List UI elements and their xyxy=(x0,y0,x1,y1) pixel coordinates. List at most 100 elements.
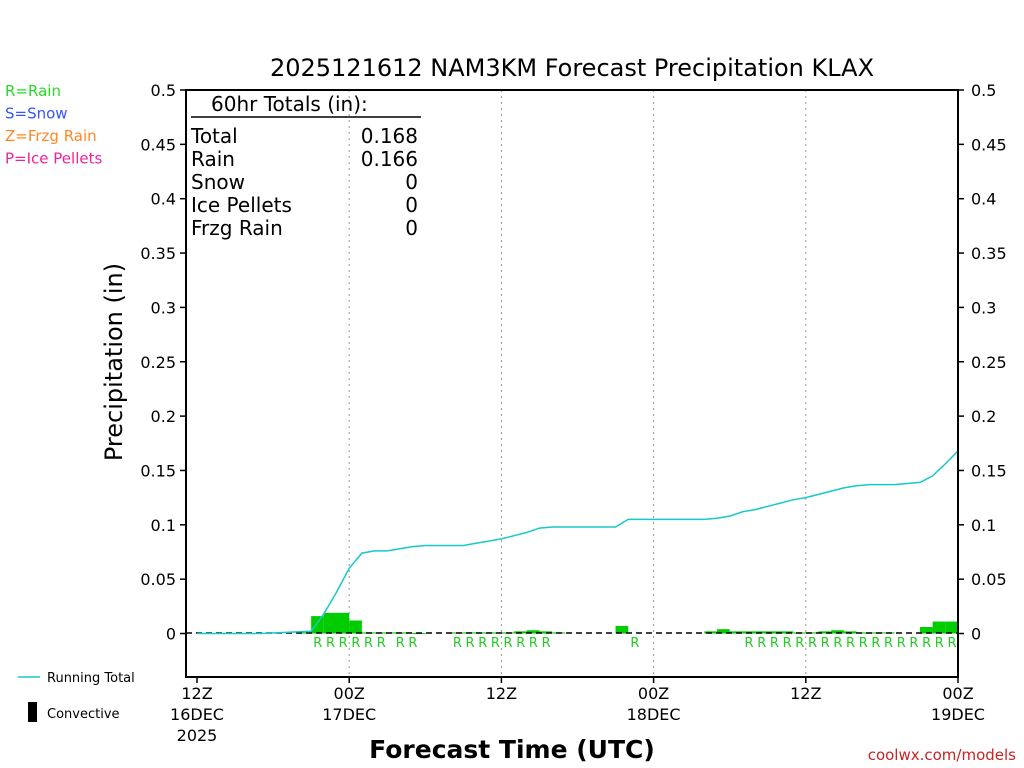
ptype-marker: R xyxy=(516,636,525,651)
ptype-marker: R xyxy=(795,636,804,651)
x-tick-label: 17DEC xyxy=(322,705,376,724)
precip-bar xyxy=(476,632,489,634)
x-axis: 12Z 16DEC 2025 00Z 17DEC 12Z 00Z 18DEC 12Z 00Z 19D… xyxy=(170,677,985,745)
ptype-marker: R xyxy=(529,636,538,651)
ptype-marker: R xyxy=(377,636,386,651)
ptype-marker: R xyxy=(846,636,855,651)
ptype-marker: R xyxy=(504,636,513,651)
ptype-marker: R xyxy=(922,636,931,651)
running-total-line xyxy=(197,450,959,635)
ptype-marker: R xyxy=(884,636,893,651)
ptype-marker: R xyxy=(630,636,639,651)
totals-row-label: Ice Pellets xyxy=(191,193,292,217)
y-tick-label-right: 0.4 xyxy=(971,190,996,209)
y-tick-label-left: 0.15 xyxy=(140,461,176,480)
convective-legend-label: Convective xyxy=(47,707,120,722)
precip-bar xyxy=(805,632,819,634)
totals-heading: 60hr Totals (in): xyxy=(211,92,368,116)
totals-box: 60hr Totals (in): Total 0.168 Rain 0.166 Sno… xyxy=(190,92,421,240)
totals-row-value: 0 xyxy=(405,193,418,217)
totals-row-value: 0 xyxy=(405,170,418,194)
totals-row-label: Frzg Rain xyxy=(191,216,283,240)
ptype-marker: R xyxy=(466,636,475,651)
y-tick-label-right: 0.1 xyxy=(971,516,996,535)
y-tick-label-right: 0.2 xyxy=(971,407,996,426)
y-tick-label-right: 0.05 xyxy=(971,570,1007,589)
series-legend: Running Total Convective xyxy=(18,671,135,722)
y-axis-left: 0 0.05 0.1 0.15 0.2 0.25 0.3 0.35 0.4 0.45 0.5 xyxy=(140,81,186,644)
precip-bar xyxy=(831,630,844,634)
precip-bar xyxy=(526,630,540,634)
y-tick-label-right: 0 xyxy=(971,625,981,644)
x-tick-label: 12Z xyxy=(790,684,821,703)
precip-bar xyxy=(818,631,832,634)
ptype-marker: R xyxy=(770,636,779,651)
y-axis-label: Precipitation (in) xyxy=(100,263,128,461)
ptype-marker: R xyxy=(909,636,918,651)
x-tick-label: 12Z xyxy=(486,684,517,703)
ptype-marker: R xyxy=(783,636,792,651)
ptype-legend-item: Z=Frzg Rain xyxy=(5,127,97,145)
totals-row-label: Total xyxy=(190,124,238,148)
ptype-marker: R xyxy=(897,636,906,651)
precip-bar xyxy=(717,629,730,634)
ptype-marker: R xyxy=(871,636,880,651)
x-axis-label: Forecast Time (UTC) xyxy=(369,735,655,764)
ptype-marker: R xyxy=(833,636,842,651)
y-tick-label-right: 0.45 xyxy=(971,135,1007,154)
precip-bar xyxy=(615,625,629,634)
y-tick-label-right: 0.15 xyxy=(971,461,1007,480)
ptype-marker: R xyxy=(408,636,417,651)
precip-bar xyxy=(919,626,933,634)
plot-frame xyxy=(185,89,959,678)
ptype-marker: R xyxy=(478,636,487,651)
ptype-legend-item: S=Snow xyxy=(5,105,68,123)
totals-row-value: 0.168 xyxy=(361,124,418,148)
x-tick-label: 00Z xyxy=(334,684,365,703)
ptype-marker: R xyxy=(821,636,830,651)
totals-row-label: Rain xyxy=(191,147,235,171)
hourly-precip-bars xyxy=(298,612,958,634)
ptype-marker: R xyxy=(935,636,944,651)
ptype-marker: R xyxy=(757,636,766,651)
ptype-marker: R xyxy=(859,636,868,651)
y-tick-label-right: 0.3 xyxy=(971,298,996,317)
precip-bar xyxy=(767,631,781,634)
vertical-gridlines xyxy=(348,90,807,677)
x-tick-label: 16DEC xyxy=(170,705,224,724)
precip-bar xyxy=(349,620,362,634)
precip-bar xyxy=(311,616,324,634)
precip-bar xyxy=(539,631,553,634)
ptype-marker: R xyxy=(313,636,322,651)
precip-bar xyxy=(298,632,312,634)
credit-text: coolwx.com/models xyxy=(868,746,1016,764)
precip-bar xyxy=(945,621,958,634)
y-tick-label-right: 0.25 xyxy=(971,353,1007,372)
y-tick-label-left: 0.5 xyxy=(151,81,176,100)
totals-row-label: Snow xyxy=(191,170,245,194)
y-tick-label-left: 0.45 xyxy=(140,135,176,154)
precip-bar xyxy=(932,621,946,634)
ptype-marker: R xyxy=(364,636,373,651)
y-tick-label-left: 0.25 xyxy=(140,353,176,372)
y-tick-label-left: 0.05 xyxy=(140,570,176,589)
totals-row-value: 0.166 xyxy=(361,147,418,171)
ptype-marker: R xyxy=(542,636,551,651)
y-axis-right: 0 0.05 0.1 0.15 0.2 0.25 0.3 0.35 0.4 0.45 0.5 xyxy=(958,81,1007,644)
precip-bar xyxy=(869,632,882,634)
y-tick-label-right: 0.5 xyxy=(971,81,996,100)
y-tick-label-left: 0.3 xyxy=(151,298,176,317)
y-tick-label-left: 0.35 xyxy=(140,244,176,263)
ptype-marker: R xyxy=(326,636,335,651)
y-tick-label-left: 0.4 xyxy=(151,190,176,209)
ptype-marker: R xyxy=(947,636,956,651)
totals-rows: Total 0.168 Rain 0.166 Snow 0 Ice Pellets 0 Frzg… xyxy=(190,124,418,240)
x-tick-label: 18DEC xyxy=(627,705,681,724)
totals-row-value: 0 xyxy=(405,216,418,240)
precip-type-legend: R=Rain S=Snow Z=Frzg Rain P=Ice Pellets xyxy=(5,82,102,168)
x-tick-label: 2025 xyxy=(177,726,218,745)
chart-title: 2025121612 NAM3KM Forecast Precipitation… xyxy=(270,54,874,82)
ptype-marker: R xyxy=(491,636,500,651)
ptype-marker: R xyxy=(453,636,462,651)
